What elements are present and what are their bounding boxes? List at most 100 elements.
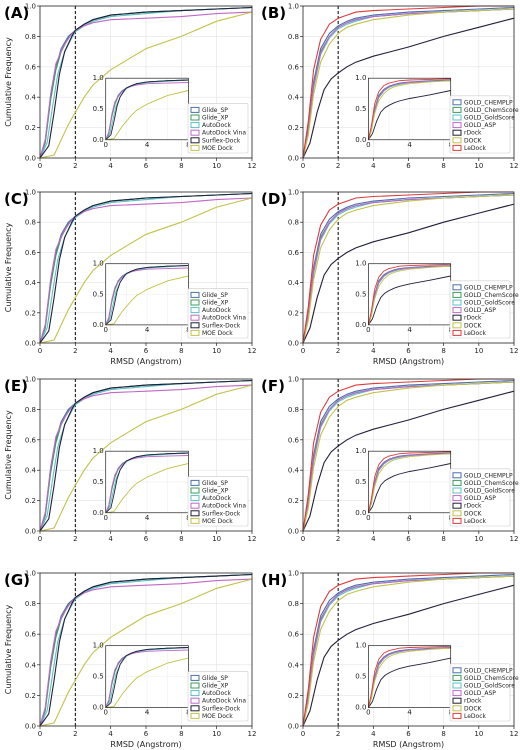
x-tick-label: 2 (336, 162, 340, 170)
legend-swatch (452, 479, 462, 486)
x-tick-label: 8 (441, 535, 445, 543)
inset-series-line (105, 452, 189, 514)
y-tick-label: 0.2 (288, 124, 299, 132)
x-tick-label: 10 (212, 535, 221, 543)
legend-swatch (452, 137, 462, 144)
x-tick-label: 4 (108, 162, 113, 170)
legend-swatch (452, 705, 462, 712)
x-tick-label: 10 (474, 730, 483, 738)
y-tick-label: 1.0 (288, 189, 299, 197)
inset-plot: 0480.00.51.0 (93, 260, 191, 334)
legend-box (187, 671, 249, 722)
x-tick-label: 12 (510, 347, 519, 355)
inset-series-line (367, 453, 451, 513)
legend-label: LeDock (464, 518, 487, 525)
x-tick-label: 6 (406, 347, 411, 355)
x-tick-label: 2 (73, 730, 77, 738)
inset-x-tick-label: 4 (407, 326, 412, 334)
y-tick-label: 0.2 (25, 309, 36, 317)
legend-label: DOCK (464, 510, 483, 517)
inset-series-line (367, 80, 451, 140)
inset-y-tick-label: 0.0 (93, 136, 104, 144)
y-tick-label: 0.4 (288, 661, 300, 669)
y-tick-label: 0.8 (25, 219, 36, 227)
chart-panel: (G) 0 2 4 6 8 10 12 0.0 0.2 0.4 0.6 0.8 1.0 RMSD (Angs… (4, 570, 256, 750)
inset-y-tick-label: 1.0 (355, 642, 366, 650)
legend-swatch (452, 667, 462, 674)
x-tick-label: 12 (248, 347, 257, 355)
inset-series-line (368, 657, 451, 708)
legend-label: Surflex-Dock (202, 322, 241, 329)
legend-label: GOLD_ASP (464, 690, 496, 697)
x-tick-label: 0 (38, 535, 42, 543)
inset-x-tick-label: 0 (366, 709, 370, 717)
y-tick-label: 1.0 (25, 189, 36, 197)
legend-label: GOLD_ChemScore (464, 675, 519, 682)
x-tick-label: 10 (474, 347, 483, 355)
y-tick-label: 0.8 (288, 406, 299, 414)
legend-label: Surflex-Dock (202, 510, 241, 517)
y-tick-label: 0.6 (25, 436, 37, 444)
inset-series-line (105, 79, 189, 141)
legend-swatch (452, 697, 462, 704)
x-tick-label: 0 (38, 162, 42, 170)
x-tick-label: 12 (510, 535, 519, 543)
inset-y-tick-label: 1.0 (93, 447, 104, 455)
legend-label: AutoDock Vina (202, 130, 246, 137)
inset-series-line (367, 80, 451, 140)
chart-panel: (C) 0 2 4 6 8 10 12 0.0 0.2 0.4 0.6 0.8 1.0 RMSD (Angs… (4, 189, 256, 367)
inset-series-line (105, 657, 189, 709)
legend-swatch (452, 502, 462, 509)
y-tick-label: 1.0 (288, 3, 299, 11)
legend-label: AutoDock (202, 495, 232, 502)
inset-x-tick-label: 4 (407, 514, 412, 522)
legend-swatch (452, 682, 462, 689)
y-tick-label: 0.4 (25, 94, 37, 102)
inset-y-tick-label: 1.0 (93, 642, 104, 650)
legend-label: Surflex-Dock (202, 705, 241, 712)
x-tick-label: 8 (441, 730, 445, 738)
y-tick-label: 0.0 (25, 528, 36, 536)
inset-plot: 0480.00.51.0 (355, 74, 453, 149)
inset-plot: 0480.00.51.0 (355, 260, 453, 334)
y-tick-label: 0.4 (288, 467, 300, 475)
panel-letter: (B) (261, 4, 286, 22)
series-line (39, 197, 253, 344)
series-line (302, 203, 515, 344)
x-tick-label: 0 (301, 347, 305, 355)
y-axis-title: Cumulative Frequency (4, 37, 13, 127)
legend-label: GOLD_ChemScore (464, 480, 519, 487)
y-tick-label: 0.4 (25, 467, 37, 475)
legend-label: GOLD_CHEMPLP (464, 472, 513, 479)
legend-label: Glide_XP (202, 115, 229, 122)
y-tick-label: 0.8 (288, 219, 299, 227)
legend-label: MOE Dock (202, 518, 233, 525)
y-axis-title: Cumulative Frequency (4, 410, 13, 500)
legend-label: rDock (464, 503, 482, 510)
x-tick-label: 8 (179, 730, 183, 738)
panel-letter: (C) (4, 190, 29, 208)
legend-swatch (190, 137, 200, 144)
legend-box (449, 280, 511, 339)
legend-swatch (452, 674, 462, 681)
y-tick-label: 1.0 (288, 376, 299, 384)
legend: GOLD_CHEMPLPGOLD_ChemScoreGOLD_GoldScore… (449, 280, 519, 339)
y-tick-label: 0.4 (288, 279, 300, 287)
legend-swatch (190, 487, 200, 494)
legend-label: GOLD_ChemScore (464, 292, 519, 299)
inset-y-tick-label: 0.0 (93, 509, 104, 517)
legend-label: Glide_SP (202, 107, 228, 114)
y-axis-title: Cumulative Frequency (4, 604, 13, 694)
y-tick-label: 0.6 (288, 436, 300, 444)
inset-y-tick-label: 1.0 (93, 260, 104, 268)
inset-series-line (367, 645, 451, 708)
x-tick-label: 6 (144, 535, 149, 543)
chart-panel: (B)0246810120.00.20.40.60.81.00480.00.51… (261, 3, 519, 171)
inset-series-line (368, 463, 451, 514)
inset-y-tick-label: 0.0 (355, 136, 366, 144)
inset-x-tick-label: 4 (145, 514, 150, 522)
legend-swatch (452, 291, 462, 298)
inset-y-tick-label: 1.0 (93, 74, 104, 82)
panel-letter: (H) (261, 571, 287, 589)
